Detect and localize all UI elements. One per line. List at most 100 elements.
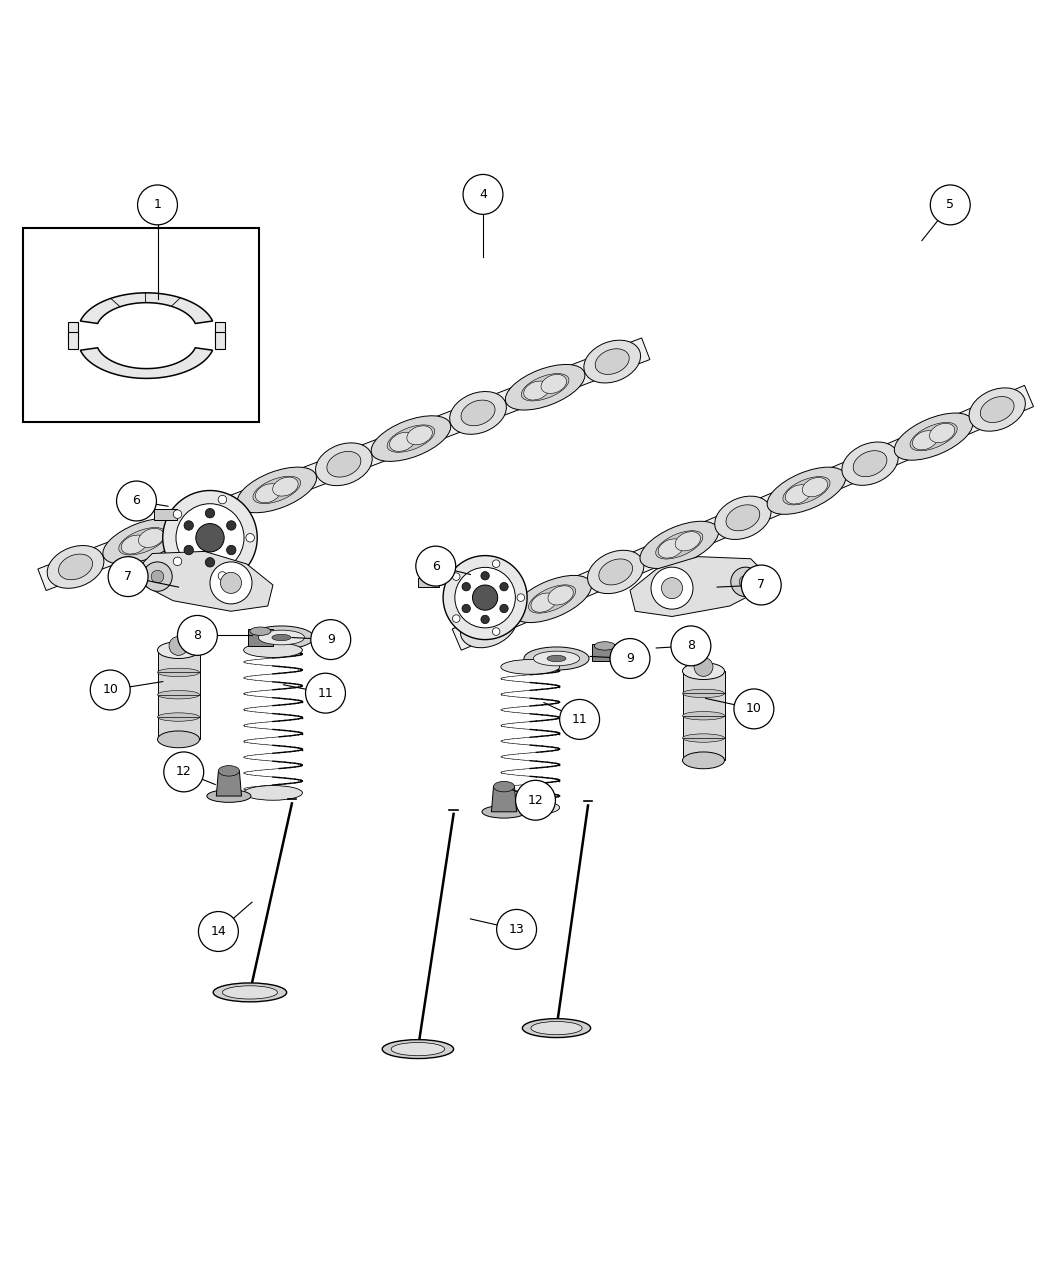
Circle shape <box>443 556 527 640</box>
Ellipse shape <box>494 782 514 792</box>
Circle shape <box>311 620 351 659</box>
Circle shape <box>164 752 204 792</box>
Ellipse shape <box>531 593 556 612</box>
Ellipse shape <box>223 986 277 1000</box>
Polygon shape <box>68 323 79 339</box>
Ellipse shape <box>682 663 724 680</box>
Ellipse shape <box>406 426 433 445</box>
Bar <box>592 644 617 660</box>
Ellipse shape <box>802 477 827 497</box>
Circle shape <box>177 616 217 655</box>
Ellipse shape <box>912 431 938 450</box>
Ellipse shape <box>253 477 300 504</box>
Ellipse shape <box>158 691 200 699</box>
Circle shape <box>516 780 555 820</box>
Ellipse shape <box>59 555 92 580</box>
Ellipse shape <box>249 626 314 649</box>
Text: 9: 9 <box>327 634 335 646</box>
Polygon shape <box>81 293 212 324</box>
Text: 5: 5 <box>946 199 954 212</box>
Ellipse shape <box>482 806 526 819</box>
Ellipse shape <box>207 789 251 802</box>
Circle shape <box>455 567 516 627</box>
Ellipse shape <box>372 416 450 462</box>
Circle shape <box>218 495 227 504</box>
Polygon shape <box>215 333 226 349</box>
Circle shape <box>184 520 193 530</box>
Ellipse shape <box>273 477 298 496</box>
Ellipse shape <box>768 467 845 514</box>
Circle shape <box>517 594 525 602</box>
Circle shape <box>481 571 489 580</box>
Ellipse shape <box>382 1039 454 1058</box>
Circle shape <box>117 481 156 521</box>
Ellipse shape <box>471 613 505 639</box>
Circle shape <box>651 567 693 609</box>
Ellipse shape <box>524 646 589 671</box>
Circle shape <box>173 510 182 519</box>
Text: 7: 7 <box>124 570 132 583</box>
Ellipse shape <box>501 659 560 674</box>
Ellipse shape <box>158 731 200 747</box>
Circle shape <box>173 557 182 566</box>
Ellipse shape <box>47 546 104 588</box>
Ellipse shape <box>218 765 239 776</box>
Text: 9: 9 <box>626 652 634 666</box>
Ellipse shape <box>533 652 580 666</box>
Circle shape <box>472 585 498 611</box>
Text: 14: 14 <box>210 924 226 938</box>
Circle shape <box>176 504 244 571</box>
Ellipse shape <box>121 536 147 555</box>
Circle shape <box>739 575 752 588</box>
Circle shape <box>218 571 227 580</box>
Bar <box>23 228 259 422</box>
Circle shape <box>500 604 508 613</box>
Ellipse shape <box>655 530 702 558</box>
Circle shape <box>734 688 774 729</box>
Circle shape <box>741 565 781 604</box>
Text: 8: 8 <box>193 629 202 641</box>
Circle shape <box>163 491 257 585</box>
Ellipse shape <box>981 397 1014 422</box>
Circle shape <box>610 639 650 678</box>
Ellipse shape <box>119 528 167 555</box>
Polygon shape <box>81 348 212 379</box>
Circle shape <box>462 604 470 613</box>
Ellipse shape <box>969 388 1026 431</box>
Ellipse shape <box>715 496 771 539</box>
Circle shape <box>560 700 600 739</box>
Ellipse shape <box>213 983 287 1002</box>
Ellipse shape <box>682 734 724 742</box>
Ellipse shape <box>640 521 718 569</box>
Circle shape <box>143 562 172 592</box>
Ellipse shape <box>315 442 373 486</box>
Ellipse shape <box>524 381 549 400</box>
Text: 6: 6 <box>432 560 440 572</box>
Circle shape <box>205 557 214 567</box>
Circle shape <box>453 615 460 622</box>
Ellipse shape <box>255 483 281 502</box>
Ellipse shape <box>449 391 506 435</box>
Ellipse shape <box>682 690 724 697</box>
Text: 10: 10 <box>102 683 119 696</box>
Circle shape <box>198 912 238 951</box>
Circle shape <box>210 562 252 604</box>
Text: 11: 11 <box>571 713 588 725</box>
Circle shape <box>731 567 760 597</box>
Ellipse shape <box>390 432 415 451</box>
Ellipse shape <box>598 558 632 585</box>
Ellipse shape <box>244 643 302 658</box>
Circle shape <box>227 546 236 555</box>
Text: 13: 13 <box>509 923 525 936</box>
Text: 12: 12 <box>176 765 191 779</box>
Text: 8: 8 <box>687 639 695 653</box>
Polygon shape <box>682 671 724 760</box>
Ellipse shape <box>854 450 887 477</box>
Ellipse shape <box>237 467 316 513</box>
Ellipse shape <box>139 528 164 547</box>
Circle shape <box>481 616 489 623</box>
Circle shape <box>694 658 713 676</box>
Circle shape <box>169 636 188 655</box>
Polygon shape <box>136 551 273 611</box>
Ellipse shape <box>387 425 435 453</box>
